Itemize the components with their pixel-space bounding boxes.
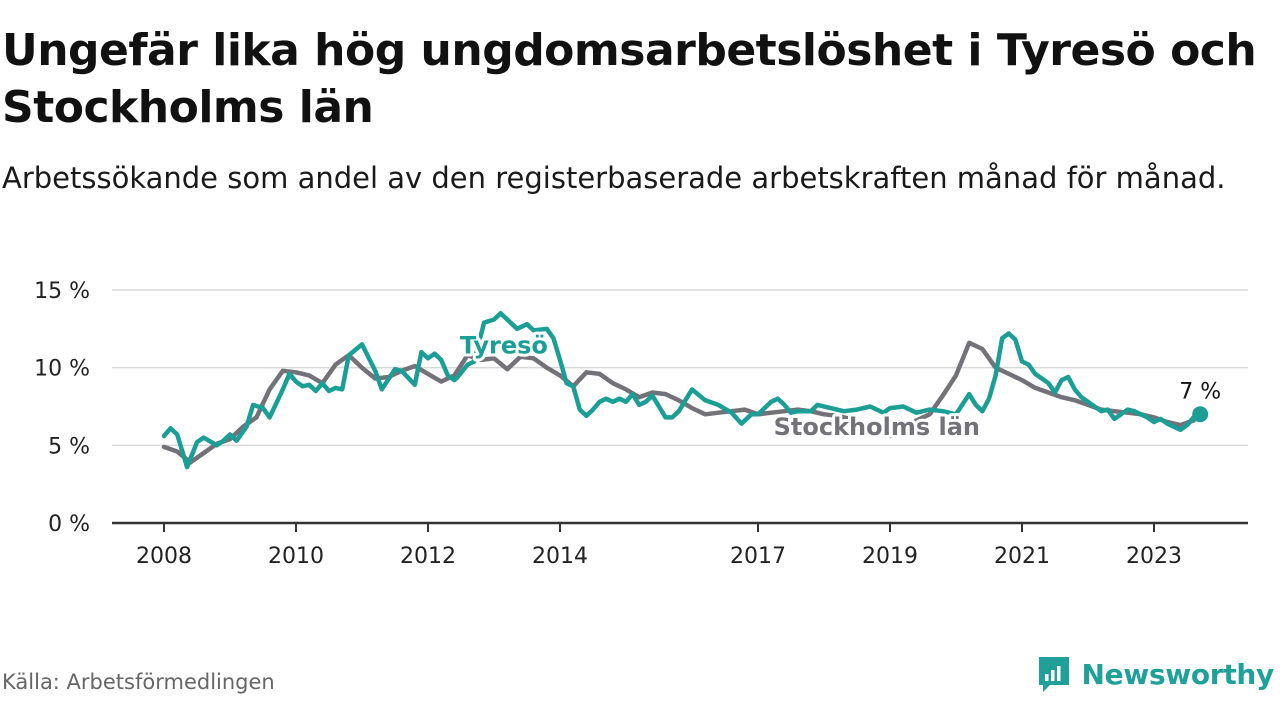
x-tick-label: 2019 xyxy=(862,544,918,569)
source-note: Källa: Arbetsförmedlingen xyxy=(2,670,275,694)
x-tick-label: 2023 xyxy=(1126,544,1182,569)
x-tick-label: 2010 xyxy=(268,544,324,569)
x-axis: 2008 2010 2012 2014 2017 2019 2021 2023 xyxy=(112,521,1248,569)
x-tick-label: 2012 xyxy=(400,544,456,569)
tyreso-series-label: Tyresö xyxy=(460,332,548,360)
x-tick-label: 2008 xyxy=(136,544,192,569)
chart-subtitle: Arbetssökande som andel av den registerb… xyxy=(2,161,1226,195)
y-axis-ticks: 0 % 5 % 10 % 15 % xyxy=(34,279,90,537)
stockholm-series-label-halo: Stockholms län xyxy=(774,413,980,441)
y-tick-label: 0 % xyxy=(48,512,90,537)
x-tick-label: 2021 xyxy=(994,544,1050,569)
grid-lines xyxy=(112,289,1248,447)
series-lines xyxy=(161,311,1209,470)
line-chart: 0 %5 %10 %15 % 2008 2010 2012 2014 2017 2019 2… xyxy=(34,279,1248,569)
newsworthy-logo-icon xyxy=(1038,657,1069,692)
brand-name: Newsworthy xyxy=(1081,657,1275,691)
end-value-label: 7 % xyxy=(1179,379,1221,404)
tyreso-series-label-halo: Tyresö xyxy=(460,332,548,360)
stockholm-series-label: Stockholms län xyxy=(774,413,980,441)
tyreso-series-line xyxy=(161,311,1203,470)
x-tick-label: 2014 xyxy=(532,544,588,569)
x-tick-label: 2017 xyxy=(730,544,786,569)
y-tick-label: 5 % xyxy=(48,434,90,459)
y-tick-label: 10 % xyxy=(34,357,90,382)
brand-logo: Newsworthy xyxy=(1036,654,1274,694)
tyreso-end-point xyxy=(1192,406,1209,423)
y-tick-label: 15 % xyxy=(34,279,90,304)
chart-title: Ungefär lika hög ungdomsarbetslöshet i T… xyxy=(2,25,1257,133)
stockholm-series-line xyxy=(161,340,1196,465)
